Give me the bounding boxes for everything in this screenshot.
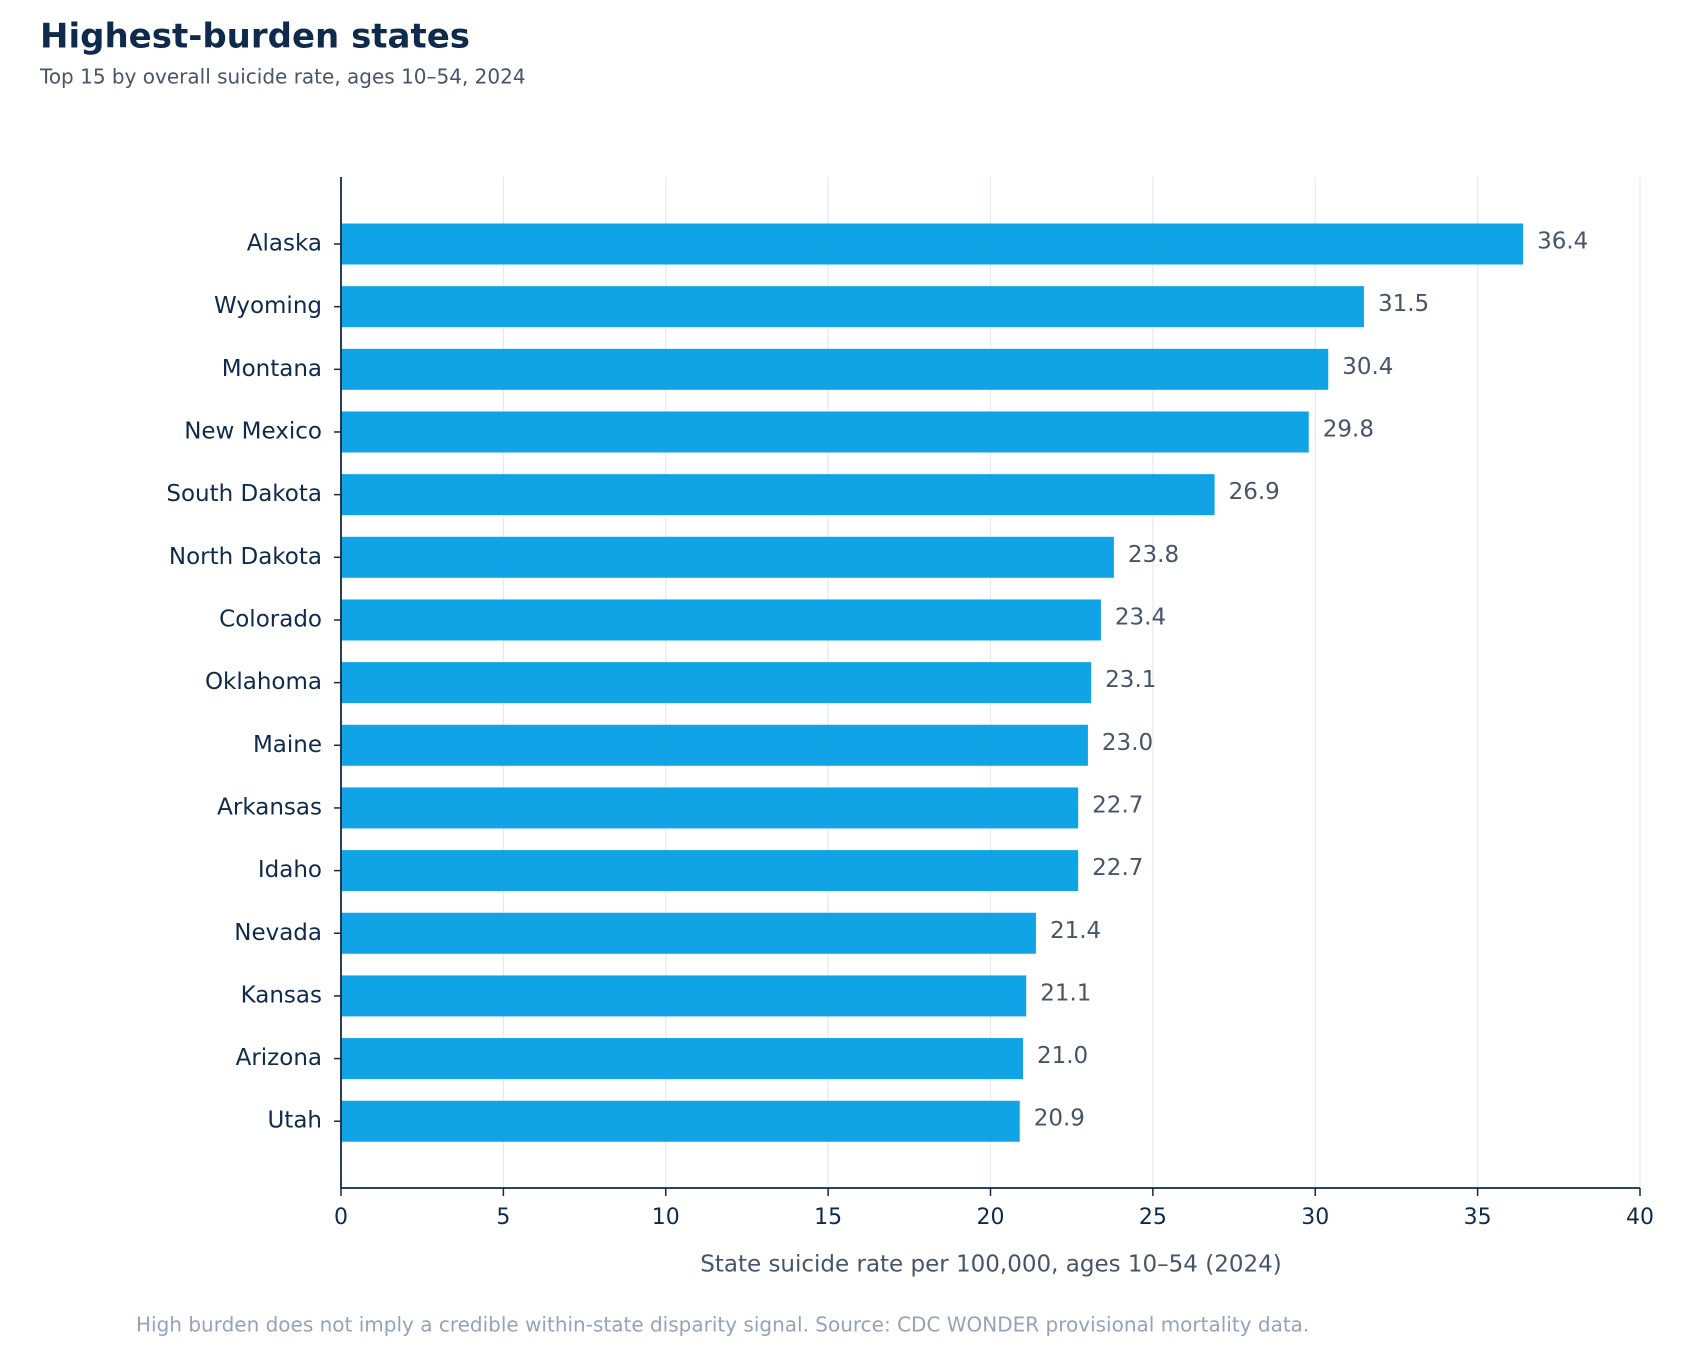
x-tick-label: 0 <box>334 1205 348 1230</box>
value-label: 26.9 <box>1229 479 1280 505</box>
y-tick-label: Idaho <box>258 857 322 883</box>
bar <box>341 787 1079 829</box>
x-tick-label: 20 <box>977 1205 1005 1230</box>
y-tick-label: Nevada <box>234 920 322 946</box>
bar <box>341 348 1329 390</box>
value-label: 30.4 <box>1342 354 1393 380</box>
value-label: 29.8 <box>1323 416 1374 442</box>
y-tick-label: Maine <box>253 732 322 758</box>
bar <box>341 850 1079 892</box>
y-tick-label: Arizona <box>236 1045 322 1071</box>
footnote: High burden does not imply a credible wi… <box>136 1313 1309 1337</box>
bar <box>341 912 1036 954</box>
bar <box>341 411 1309 453</box>
y-tick-label: South Dakota <box>166 481 322 507</box>
bar <box>341 1038 1023 1080</box>
bar <box>341 724 1088 766</box>
value-label: 21.0 <box>1037 1043 1088 1069</box>
x-tick-label: 40 <box>1626 1205 1654 1230</box>
bar <box>341 286 1364 328</box>
y-tick-label: Arkansas <box>217 794 322 820</box>
y-tick-label: Kansas <box>241 982 322 1008</box>
value-label: 22.7 <box>1092 855 1143 881</box>
value-label: 23.8 <box>1128 542 1179 568</box>
y-tick-label: Montana <box>222 356 322 382</box>
y-tick-label: Utah <box>267 1108 322 1134</box>
y-tick-label: Alaska <box>247 231 322 257</box>
y-tick-label: North Dakota <box>169 544 322 570</box>
value-label: 23.0 <box>1102 730 1153 756</box>
bar <box>341 536 1114 578</box>
x-tick-label: 30 <box>1301 1205 1329 1230</box>
value-label: 22.7 <box>1092 792 1143 818</box>
value-label: 20.9 <box>1034 1106 1085 1132</box>
bar <box>341 223 1524 265</box>
bar <box>341 474 1215 516</box>
x-tick-label: 35 <box>1464 1205 1492 1230</box>
y-tick-label: Oklahoma <box>205 669 322 695</box>
bar <box>341 599 1101 641</box>
y-tick-label: New Mexico <box>184 418 322 444</box>
bar <box>341 1100 1020 1142</box>
value-label: 31.5 <box>1378 291 1429 317</box>
x-tick-label: 5 <box>496 1205 510 1230</box>
x-tick-label: 10 <box>652 1205 680 1230</box>
x-tick-label: 25 <box>1139 1205 1167 1230</box>
chart-title: Highest-burden states <box>40 17 470 57</box>
value-label: 21.4 <box>1050 918 1101 944</box>
chart-subtitle: Top 15 by overall suicide rate, ages 10–… <box>39 65 526 89</box>
y-tick-label: Colorado <box>219 606 322 632</box>
bar <box>341 662 1092 704</box>
x-tick-label: 15 <box>814 1205 842 1230</box>
value-label: 23.1 <box>1105 667 1156 693</box>
value-label: 36.4 <box>1537 229 1588 255</box>
value-label: 21.1 <box>1040 980 1091 1006</box>
x-axis-label: State suicide rate per 100,000, ages 10–… <box>700 1252 1281 1278</box>
y-tick-label: Wyoming <box>214 293 322 319</box>
bar <box>341 975 1027 1017</box>
value-label: 23.4 <box>1115 604 1166 630</box>
